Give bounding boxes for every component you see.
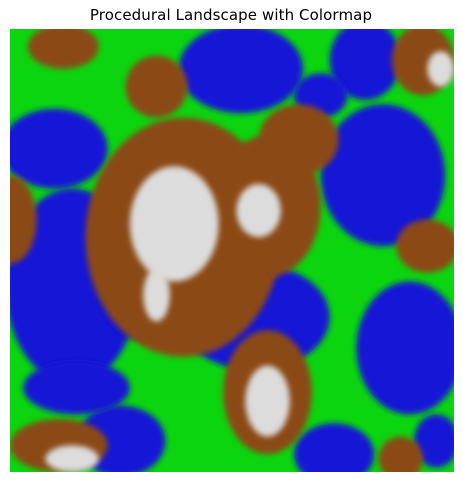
heatmap-plot-area xyxy=(10,29,454,472)
heatmap-region-water-8 xyxy=(294,423,375,472)
heatmap-region-mountain-8 xyxy=(396,219,454,273)
heatmap-region-water-11 xyxy=(414,414,454,468)
heatmap-region-snow-2 xyxy=(245,365,290,437)
heatmap-region-snow-1 xyxy=(236,184,281,238)
chart-title: Procedural Landscape with Colormap xyxy=(89,6,373,24)
heatmap-region-water-7 xyxy=(356,281,454,415)
heatmap-region-water-4 xyxy=(329,29,401,100)
heatmap-region-water-3 xyxy=(178,29,304,114)
heatmap-region-water-0 xyxy=(10,108,108,189)
heatmap-region-snow-0 xyxy=(129,166,219,282)
heatmap-region-water-5 xyxy=(320,104,446,247)
heatmap-region-snow-4 xyxy=(427,51,454,87)
heatmap-canvas xyxy=(10,29,454,472)
heatmap-region-mountain-4 xyxy=(125,55,188,118)
heatmap-region-water-10 xyxy=(23,361,130,415)
heatmap-region-mountain-6 xyxy=(258,104,339,176)
heatmap-region-mountain-5 xyxy=(27,29,99,69)
heatmap-region-mountain-9 xyxy=(10,175,37,264)
heatmap-region-snow-3 xyxy=(45,445,99,472)
heatmap-region-snow-5 xyxy=(143,268,170,322)
heatmap-region-mountain-10 xyxy=(378,436,423,472)
